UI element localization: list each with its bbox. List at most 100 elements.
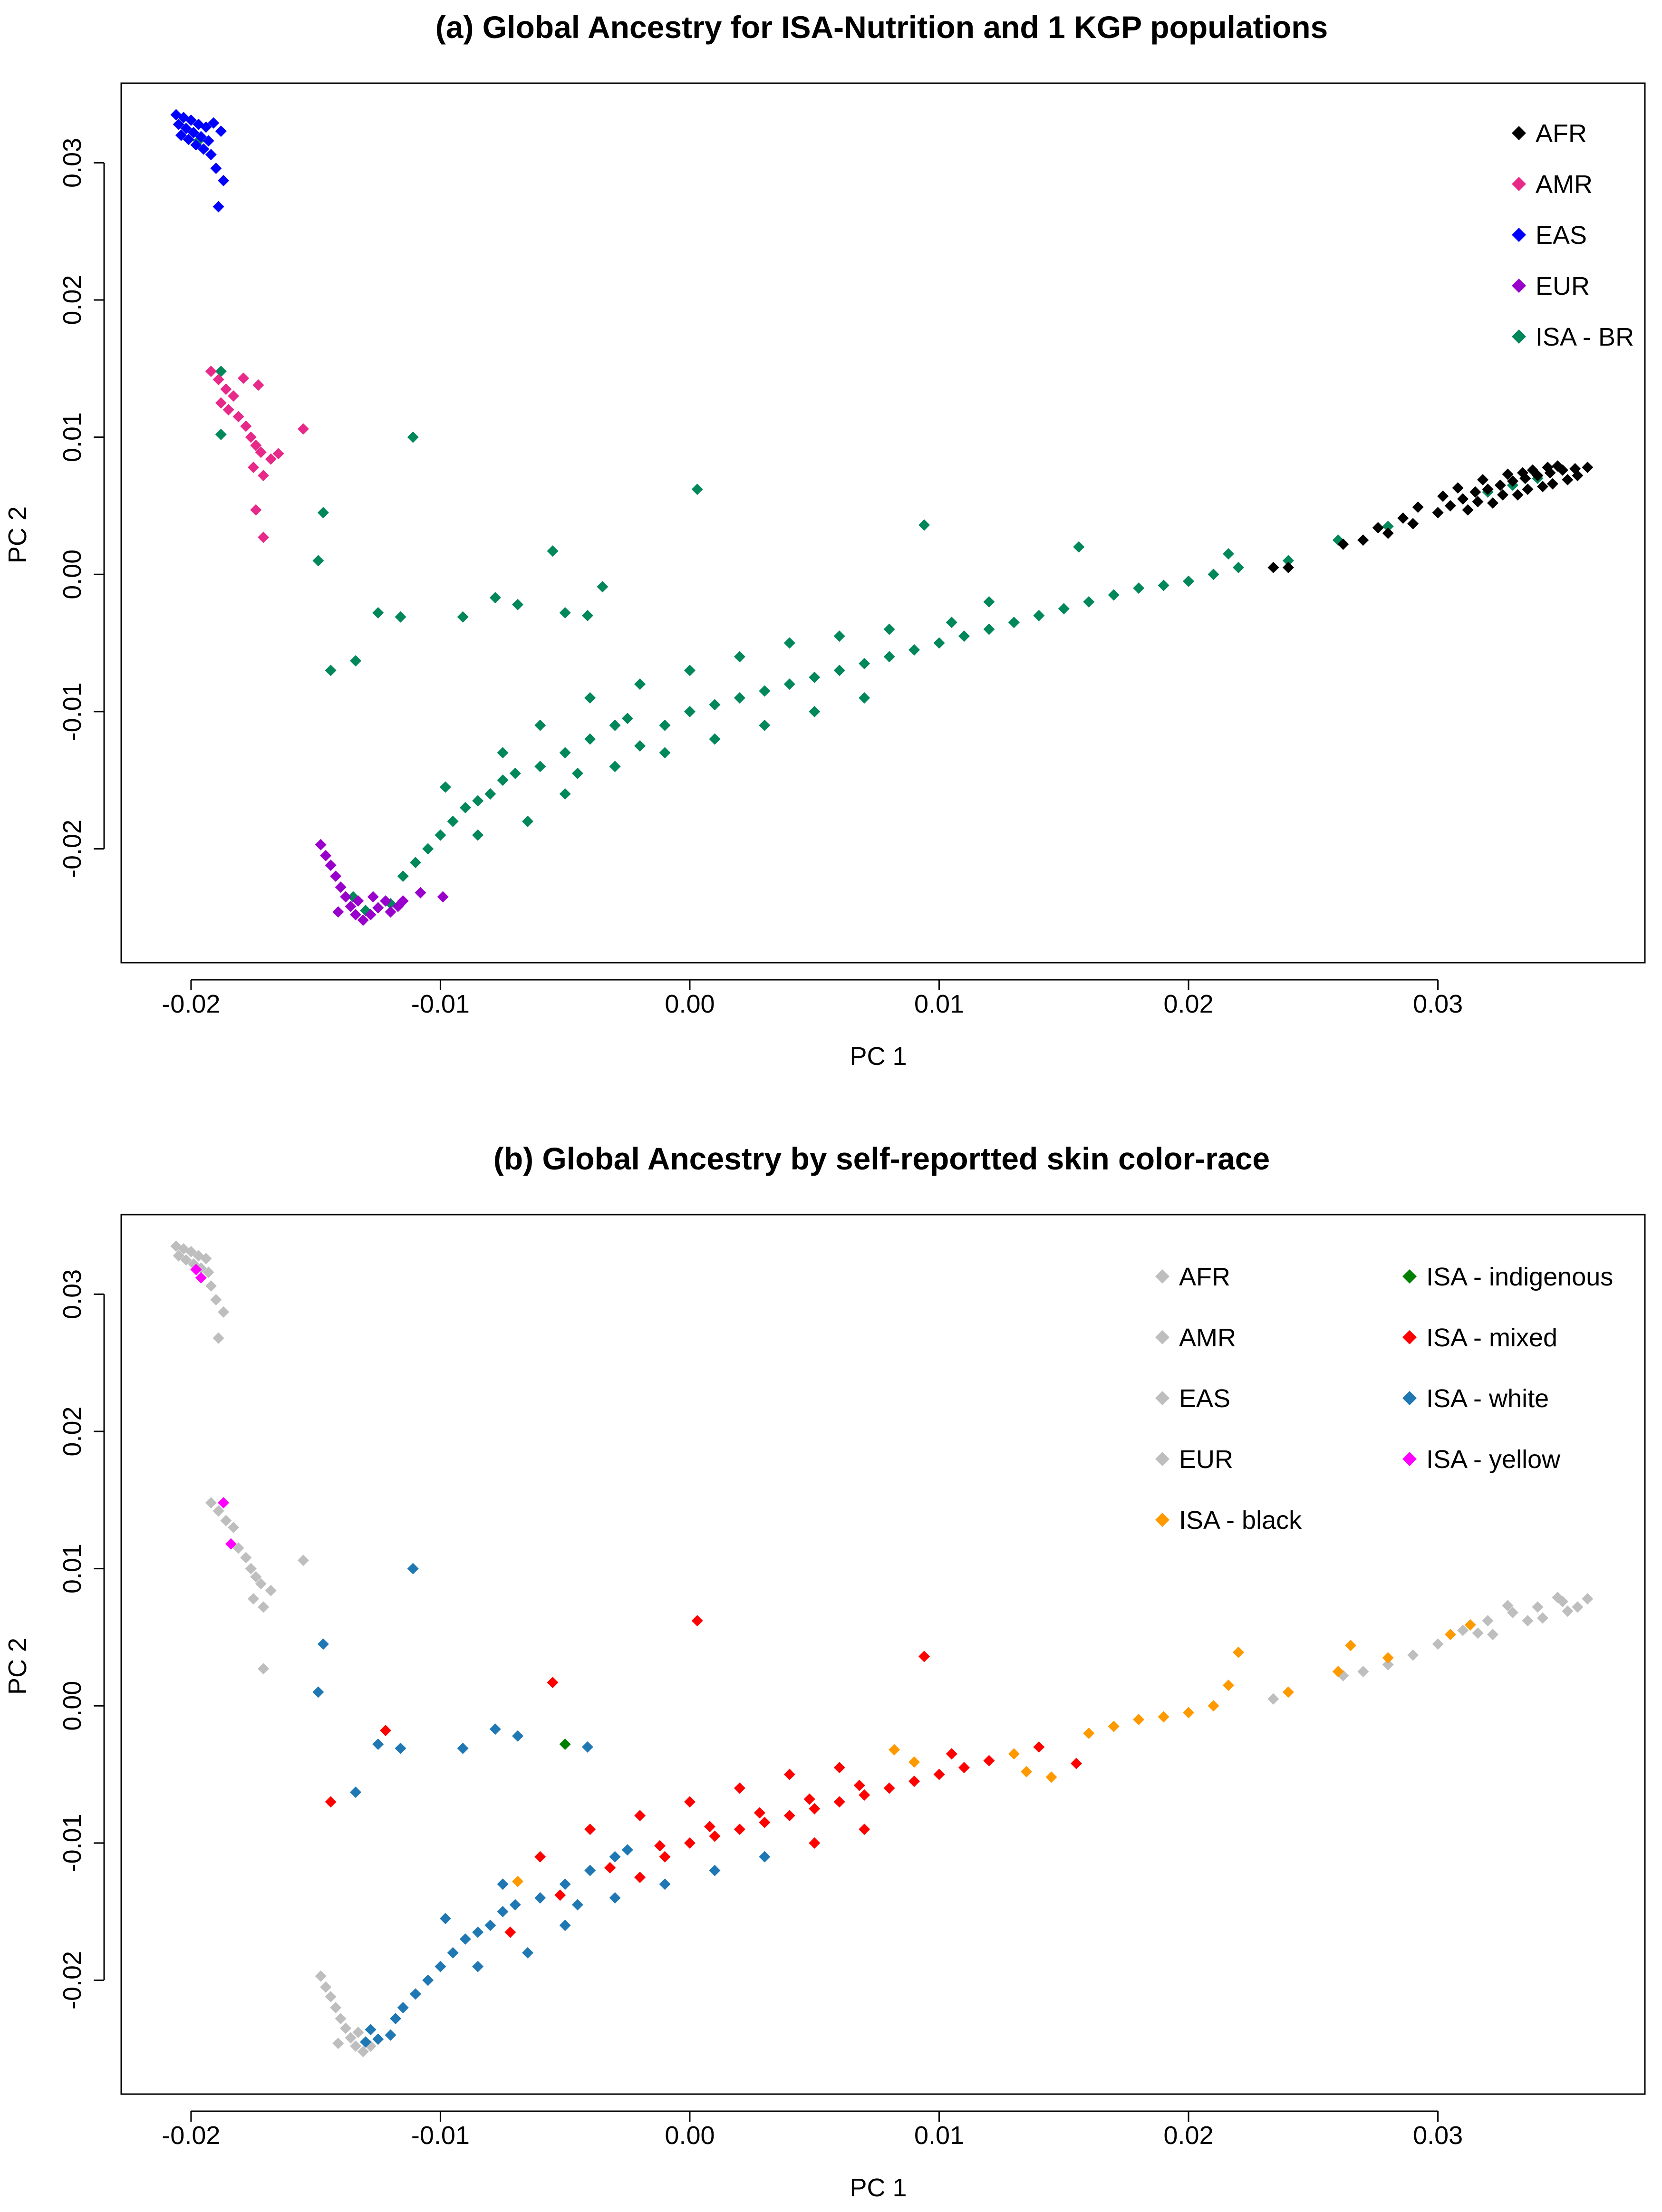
series-eur xyxy=(315,839,449,926)
data-point xyxy=(783,1810,795,1822)
data-point xyxy=(1502,1600,1514,1612)
y-tick-label: -0.02 xyxy=(58,1951,87,2009)
data-point xyxy=(1223,1679,1235,1691)
data-point xyxy=(534,719,546,731)
legend-label: EAS xyxy=(1179,1384,1230,1413)
data-point xyxy=(734,1782,745,1794)
legend-label: EUR xyxy=(1536,272,1590,300)
data-point xyxy=(859,1789,870,1801)
data-point xyxy=(853,1779,865,1791)
data-point xyxy=(1382,1652,1394,1664)
data-point xyxy=(1033,1741,1045,1753)
data-point xyxy=(213,1332,224,1344)
data-point xyxy=(604,1862,616,1874)
data-point xyxy=(534,1851,546,1863)
data-point xyxy=(504,1926,516,1938)
data-point xyxy=(407,1563,419,1574)
data-point xyxy=(833,665,845,676)
data-point xyxy=(534,1892,546,1904)
x-tick-label: 0.03 xyxy=(1413,2121,1463,2150)
data-point xyxy=(472,1926,484,1938)
x-axis-label: PC 1 xyxy=(850,2173,907,2202)
legend-label: AMR xyxy=(1536,170,1593,199)
data-point xyxy=(554,1889,566,1901)
data-point xyxy=(1407,1649,1419,1661)
data-point xyxy=(1008,1748,1020,1760)
data-point xyxy=(1522,1615,1534,1627)
data-point xyxy=(332,2038,344,2049)
data-point xyxy=(509,1899,521,1911)
data-point xyxy=(395,1742,406,1754)
data-point xyxy=(512,599,524,610)
y-tick-label: 0.02 xyxy=(58,1406,87,1456)
data-point xyxy=(883,1782,895,1794)
data-point xyxy=(621,1844,633,1856)
data-point xyxy=(1536,1612,1548,1624)
data-point xyxy=(609,761,621,773)
data-point xyxy=(390,2013,402,2025)
data-point xyxy=(809,1837,821,1849)
data-point xyxy=(1562,1605,1574,1617)
data-point xyxy=(325,860,337,871)
data-point xyxy=(1437,490,1449,502)
x-tick-label: -0.02 xyxy=(162,990,220,1018)
data-point xyxy=(1464,1619,1476,1631)
data-point xyxy=(210,162,222,174)
data-point xyxy=(833,1796,845,1808)
data-point xyxy=(232,1542,244,1554)
data-point xyxy=(547,1677,559,1689)
data-point xyxy=(946,1748,957,1760)
legend-marker xyxy=(1512,177,1526,191)
data-point xyxy=(1382,1659,1394,1671)
data-point xyxy=(250,504,262,516)
data-point xyxy=(833,630,845,642)
data-point xyxy=(597,581,609,593)
data-point xyxy=(238,372,250,384)
data-point xyxy=(1382,521,1394,532)
data-point xyxy=(709,733,721,745)
data-point xyxy=(1497,489,1509,501)
data-point xyxy=(380,895,392,907)
data-point xyxy=(1432,1638,1444,1650)
data-point xyxy=(1494,479,1506,491)
data-point xyxy=(397,895,409,907)
data-point xyxy=(489,592,501,604)
data-point xyxy=(1133,1714,1145,1726)
data-point xyxy=(350,1787,362,1798)
plot-frame xyxy=(120,82,1646,964)
data-point xyxy=(272,448,284,460)
data-point xyxy=(609,1851,621,1863)
y-tick-label: 0.02 xyxy=(58,275,87,325)
data-point xyxy=(245,1563,257,1574)
data-point xyxy=(783,1768,795,1780)
data-point xyxy=(1083,596,1095,608)
legend-label: ISA - BR xyxy=(1536,323,1634,351)
data-point xyxy=(859,692,870,704)
y-tick-label: -0.02 xyxy=(58,820,87,878)
data-point xyxy=(1512,489,1524,501)
legend-marker xyxy=(1155,1269,1169,1284)
data-point xyxy=(1357,534,1369,546)
data-point xyxy=(1071,1758,1082,1769)
data-point xyxy=(297,1555,309,1566)
data-point xyxy=(734,692,745,704)
data-point xyxy=(250,1571,262,1583)
data-point xyxy=(255,446,267,458)
data-point xyxy=(437,891,449,903)
data-point xyxy=(1527,464,1538,476)
data-point xyxy=(317,507,329,519)
data-point xyxy=(472,829,484,841)
y-axis-label: PC 2 xyxy=(3,506,32,563)
data-point xyxy=(180,123,192,135)
data-point xyxy=(200,121,212,133)
data-point xyxy=(759,1851,771,1863)
data-point xyxy=(1462,504,1474,516)
data-point xyxy=(357,914,369,926)
data-point xyxy=(198,143,210,155)
panel-a: (a) Global Ancestry for ISA-Nutrition an… xyxy=(3,10,1646,1071)
legend-label: AMR xyxy=(1179,1323,1236,1352)
data-point xyxy=(210,1294,222,1305)
data-point xyxy=(484,1920,496,1932)
data-point xyxy=(350,2040,362,2052)
data-point xyxy=(1357,1666,1369,1678)
